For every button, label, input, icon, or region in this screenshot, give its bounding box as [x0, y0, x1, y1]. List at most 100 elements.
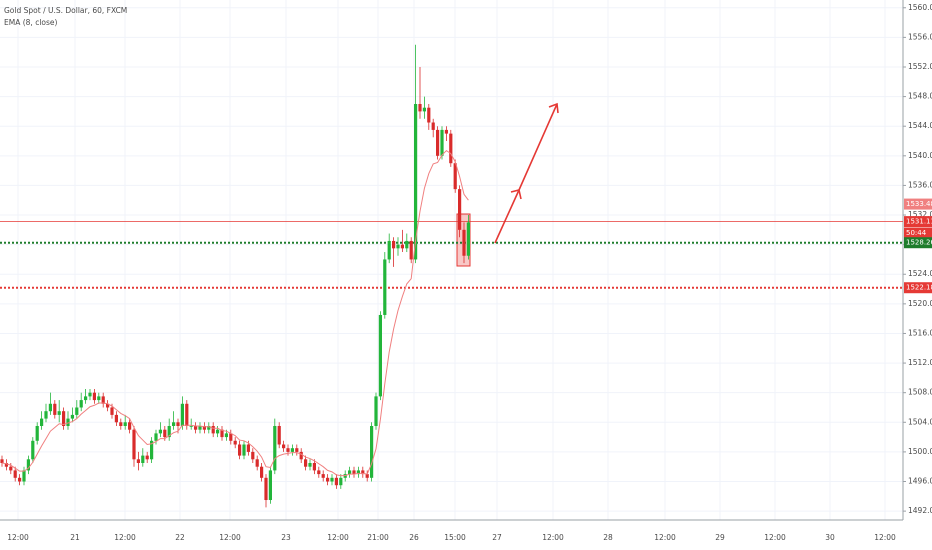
last-price-tag-bg	[904, 216, 932, 228]
candle-body	[348, 470, 352, 475]
candle-body	[356, 470, 360, 475]
x-tick-label: 12:00	[219, 533, 241, 542]
candle-body	[70, 414, 74, 419]
candle-body	[418, 104, 422, 112]
candle-body	[339, 477, 343, 486]
candle-body	[40, 418, 44, 426]
candle-body	[277, 425, 281, 445]
y-tick-label: 1512.00	[908, 358, 932, 367]
candle-body	[321, 474, 325, 478]
candle-body	[422, 107, 426, 112]
candle-body	[352, 470, 356, 475]
candle-body	[18, 477, 22, 482]
candle-body	[48, 403, 52, 412]
x-tick-label: 29	[715, 533, 725, 542]
candle-body	[396, 244, 400, 249]
x-tick-label: 12:00	[874, 533, 896, 542]
level-tag-bg	[904, 282, 932, 294]
candle-body	[44, 411, 48, 419]
y-tick-label: 1540.00	[908, 151, 932, 160]
arrow	[494, 103, 558, 244]
candle-body	[207, 425, 211, 430]
candle-body	[260, 466, 264, 478]
candle-body	[9, 466, 13, 471]
candle-body	[176, 422, 180, 426]
candle-body	[66, 418, 70, 426]
ema-line	[1, 149, 469, 477]
candle-body	[31, 440, 35, 460]
x-tick-label: 12:00	[542, 533, 564, 542]
y-tick-label: 1532.00	[908, 210, 932, 219]
candle-body	[26, 459, 30, 471]
x-tick-label: 22	[175, 533, 185, 542]
x-tick-label: 12:00	[327, 533, 349, 542]
candle-body	[264, 477, 268, 501]
candle-body	[458, 189, 462, 230]
candle-body	[220, 429, 224, 438]
candle-body	[167, 425, 171, 438]
chart-title: Gold Spot / U.S. Dollar, 60, FXCM	[4, 6, 127, 15]
y-tick-label: 1524.00	[908, 269, 932, 278]
candle-body	[400, 244, 404, 249]
y-tick-label: 1556.00	[908, 32, 932, 41]
arrow-head	[510, 189, 522, 200]
x-tick-label: 26	[409, 533, 419, 542]
y-tick-label: 1520.00	[908, 299, 932, 308]
candle-body	[13, 470, 17, 478]
candle-body	[295, 448, 299, 452]
candle-body	[414, 104, 418, 260]
candle-body	[35, 425, 39, 441]
candle-body	[189, 425, 193, 427]
candle-body	[392, 240, 396, 249]
candle-body	[158, 429, 162, 434]
x-tick-label: 12:00	[764, 533, 786, 542]
candle-body	[251, 451, 255, 460]
y-tick-label: 1544.00	[908, 121, 932, 130]
candle-body	[466, 222, 470, 256]
candle-body	[330, 477, 334, 482]
candle-body	[462, 229, 466, 256]
candle-body	[163, 429, 167, 438]
candle-body	[185, 403, 189, 426]
x-tick-label: 27	[492, 533, 502, 542]
y-tick-label: 1492.00	[908, 506, 932, 515]
candle-body	[273, 425, 277, 471]
candle-body	[308, 463, 312, 467]
ema-tag: 1533.48	[906, 200, 932, 208]
level-tag: 1522.18	[906, 284, 932, 292]
y-tick-label: 1496.00	[908, 477, 932, 486]
x-tick-label: 21	[70, 533, 80, 542]
candle-body	[312, 463, 316, 471]
candle-body	[92, 392, 96, 401]
candle-body	[211, 425, 215, 434]
candle-body	[370, 425, 374, 478]
indicator-label: EMA (8, close)	[4, 18, 58, 27]
candle-body	[114, 414, 118, 423]
y-tick-label: 1516.00	[908, 328, 932, 337]
candle-body	[53, 403, 57, 415]
candle-body	[233, 440, 237, 445]
x-tick-label: 12:00	[114, 533, 136, 542]
candle-body	[75, 407, 79, 415]
candle-body	[436, 129, 440, 156]
candle-body	[106, 403, 110, 408]
candle-body	[22, 470, 26, 482]
candle-body	[110, 407, 114, 415]
y-tick-label: 1560.00	[908, 3, 932, 12]
candle-body	[304, 459, 308, 467]
x-tick-label: 28	[603, 533, 613, 542]
candle-body	[268, 470, 272, 501]
candle-body	[145, 455, 149, 460]
candle-body	[378, 314, 382, 397]
x-tick-label: 15:00	[444, 533, 466, 542]
candle-body	[224, 433, 228, 438]
candle-body	[198, 425, 202, 430]
candle-body	[290, 448, 294, 452]
x-tick-label: 12:00	[7, 533, 29, 542]
y-tick-label: 1552.00	[908, 62, 932, 71]
x-tick-label: 23	[281, 533, 291, 542]
candle-body	[238, 444, 242, 456]
last-price-tag: 1531.11	[906, 218, 932, 226]
candle-body	[299, 451, 303, 460]
